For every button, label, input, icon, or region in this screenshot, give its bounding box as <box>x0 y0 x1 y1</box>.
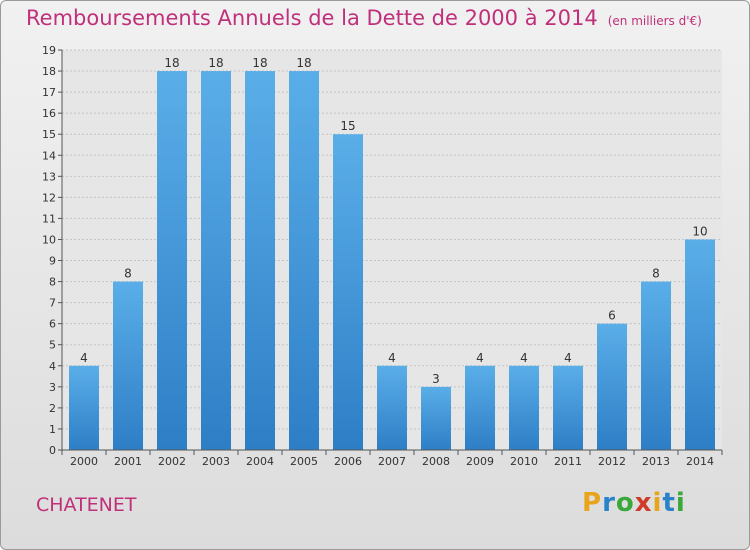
bars <box>69 71 715 451</box>
data-label: 4 <box>388 351 396 365</box>
data-label: 4 <box>520 351 528 365</box>
y-tick-label: 5 <box>49 339 56 352</box>
y-tick-label: 10 <box>42 233 56 246</box>
commune-name: CHATENET <box>36 494 137 516</box>
logo-letter: P <box>582 488 603 518</box>
bar <box>245 71 275 450</box>
bar <box>421 386 451 450</box>
y-tick-label: 15 <box>42 128 56 141</box>
logo-letter: x <box>634 488 653 518</box>
y-tick-label: 14 <box>42 149 56 162</box>
x-tick-label: 2010 <box>510 455 538 468</box>
data-label: 8 <box>124 267 132 281</box>
chart-title-text: Remboursements Annuels de la Dette de 20… <box>26 6 598 30</box>
proxiti-logo: Proxiti <box>582 488 686 518</box>
x-tick-label: 2012 <box>598 455 626 468</box>
y-tick-label: 0 <box>49 444 56 457</box>
data-label: 18 <box>164 56 179 70</box>
bar <box>113 281 143 450</box>
bar <box>377 365 407 450</box>
x-tick-label: 2004 <box>246 455 274 468</box>
x-tick-label: 2008 <box>422 455 450 468</box>
y-tick-label: 9 <box>49 255 56 268</box>
y-tick-label: 18 <box>42 65 56 78</box>
y-tick-label: 1 <box>49 423 56 436</box>
y-tick-label: 3 <box>49 381 56 394</box>
x-tick-label: 2006 <box>334 455 362 468</box>
data-label: 4 <box>80 351 88 365</box>
bar <box>597 323 627 450</box>
y-tick-label: 17 <box>42 86 56 99</box>
x-tick-label: 2001 <box>114 455 142 468</box>
data-label: 18 <box>252 56 267 70</box>
bar <box>289 71 319 450</box>
bar <box>69 365 99 450</box>
bar <box>553 365 583 450</box>
x-tick-label: 2003 <box>202 455 230 468</box>
x-tick-label: 2005 <box>290 455 318 468</box>
x-tick-label: 2013 <box>642 455 670 468</box>
data-label: 15 <box>340 119 355 133</box>
data-label: 6 <box>608 309 616 323</box>
data-label: 4 <box>476 351 484 365</box>
data-label: 10 <box>692 224 707 238</box>
data-label: 18 <box>208 56 223 70</box>
logo-letter: i <box>652 488 663 518</box>
bar <box>641 281 671 450</box>
logo-letter: i <box>675 488 686 518</box>
logo-letter: r <box>602 488 616 518</box>
x-tick-label: 2009 <box>466 455 494 468</box>
y-tick-label: 8 <box>49 276 56 289</box>
x-tick-label: 2002 <box>158 455 186 468</box>
bar <box>465 365 495 450</box>
y-tick-label: 12 <box>42 191 56 204</box>
bar <box>509 365 539 450</box>
x-tick-label: 2014 <box>686 455 714 468</box>
bar <box>201 71 231 450</box>
y-tick-label: 7 <box>49 297 56 310</box>
data-label: 4 <box>564 351 572 365</box>
y-tick-label: 4 <box>49 360 56 373</box>
bar <box>157 71 187 450</box>
x-tick-label: 2000 <box>70 455 98 468</box>
y-tick-label: 19 <box>42 44 56 57</box>
data-label: 8 <box>652 267 660 281</box>
y-tick-label: 16 <box>42 107 56 120</box>
x-tick-label: 2007 <box>378 455 406 468</box>
data-label: 3 <box>432 372 440 386</box>
y-tick-label: 6 <box>49 318 56 331</box>
data-label: 18 <box>296 56 311 70</box>
bar <box>685 239 715 450</box>
chart-title: Remboursements Annuels de la Dette de 20… <box>26 6 702 30</box>
y-tick-label: 13 <box>42 170 56 183</box>
logo-letter: o <box>615 488 635 518</box>
y-tick-label: 2 <box>49 402 56 415</box>
logo-letter: t <box>662 488 676 518</box>
chart-subtitle: (en milliers d'€) <box>607 14 702 28</box>
data-labels: 4 8 18 18 18 18 15 4 3 4 4 4 6 8 10 <box>80 56 707 386</box>
x-axis: 2000 2001 2002 2003 2004 2005 2006 2007 2008 2009… <box>61 449 723 468</box>
x-tick-label: 2011 <box>554 455 582 468</box>
bar <box>333 134 363 451</box>
y-tick-label: 11 <box>42 212 56 225</box>
